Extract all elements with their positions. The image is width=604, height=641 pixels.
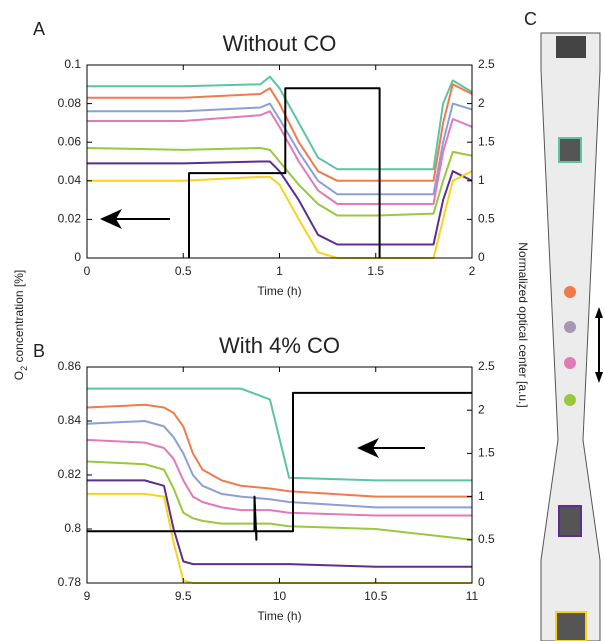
channel-diagram [540, 32, 603, 641]
data-line [87, 170, 473, 259]
chart-title: Without CO [223, 31, 337, 56]
x-tick-label: 0 [84, 264, 91, 278]
y-label-rest: concentration [%] [12, 270, 26, 366]
x-tick-label: 9.5 [175, 589, 192, 603]
dot [564, 394, 576, 406]
y2-tick-label: 0 [478, 575, 485, 589]
y2-tick-label: 1 [478, 173, 485, 187]
y2-tick-label: 2 [478, 96, 485, 110]
y2-tick-label: 0 [478, 250, 485, 264]
y2-tick-label: 2.5 [478, 359, 495, 373]
y2-tick-label: 1 [478, 489, 485, 503]
y-tick-label: 0 [74, 250, 81, 264]
arrow [100, 209, 170, 229]
cell-block [555, 611, 587, 641]
arrow [357, 438, 425, 458]
x-tick-label: 2 [469, 264, 476, 278]
data-line [87, 110, 473, 205]
plot-frame [86, 366, 473, 584]
y-tick-label: 0.04 [58, 173, 82, 187]
data-line [86, 438, 472, 517]
data-line [87, 83, 473, 182]
y-tick-label: 0.86 [58, 359, 82, 373]
y2-tick-label: 2 [478, 402, 485, 416]
y-label-sub: 2 [19, 366, 29, 371]
data-line [86, 460, 473, 541]
data-line [87, 160, 473, 246]
y-label-base: O [12, 371, 26, 380]
x-tick-label: 1 [276, 264, 283, 278]
chart-title: With 4% CO [219, 333, 340, 358]
x-axis-label: Time (h) [257, 284, 301, 298]
y-tick-label: 0.84 [58, 413, 82, 427]
x-tick-label: 10.5 [364, 589, 388, 603]
data-line [86, 403, 472, 498]
data-line [86, 147, 473, 217]
y2-tick-label: 1.5 [478, 134, 495, 148]
y2-tick-label: 1.5 [478, 446, 495, 460]
dot [564, 286, 576, 298]
y2-tick-label: 0.5 [478, 212, 495, 226]
cell-block [556, 36, 586, 58]
y-tick-label: 0.02 [58, 212, 82, 226]
data-line [87, 102, 473, 196]
cell-block [558, 137, 582, 163]
data-line [87, 479, 472, 568]
y-tick-label: 0.08 [58, 96, 82, 110]
dot [564, 357, 576, 369]
x-tick-label: 1.5 [367, 264, 384, 278]
y-tick-label: 0.1 [64, 57, 81, 71]
x-tick-label: 10 [273, 589, 287, 603]
panel-label: A [33, 19, 45, 39]
y-tick-label: 0.82 [58, 467, 82, 481]
data-line [87, 391, 472, 541]
y-tick-label: 0.8 [64, 521, 81, 535]
y-tick-label: 0.78 [58, 575, 82, 589]
data-line [86, 420, 472, 509]
data-line [188, 87, 381, 258]
x-tick-label: 9 [84, 589, 91, 603]
data-line [87, 387, 472, 482]
data-line [87, 75, 473, 171]
y2-axis-label: Normalized optical center [a.u.] [516, 242, 530, 407]
cell-block [558, 505, 582, 537]
x-axis-label: Time (h) [257, 609, 301, 623]
panel-label: B [33, 341, 45, 361]
x-tick-label: 0.5 [175, 264, 192, 278]
x-tick-label: 11 [466, 589, 479, 603]
dot [564, 321, 576, 333]
y-tick-label: 0.06 [58, 134, 82, 148]
panel-label: C [524, 9, 537, 29]
y2-tick-label: 0.5 [478, 532, 495, 546]
y-axis-label: O2 concentration [%] [12, 270, 29, 380]
y2-tick-label: 2.5 [478, 57, 495, 71]
